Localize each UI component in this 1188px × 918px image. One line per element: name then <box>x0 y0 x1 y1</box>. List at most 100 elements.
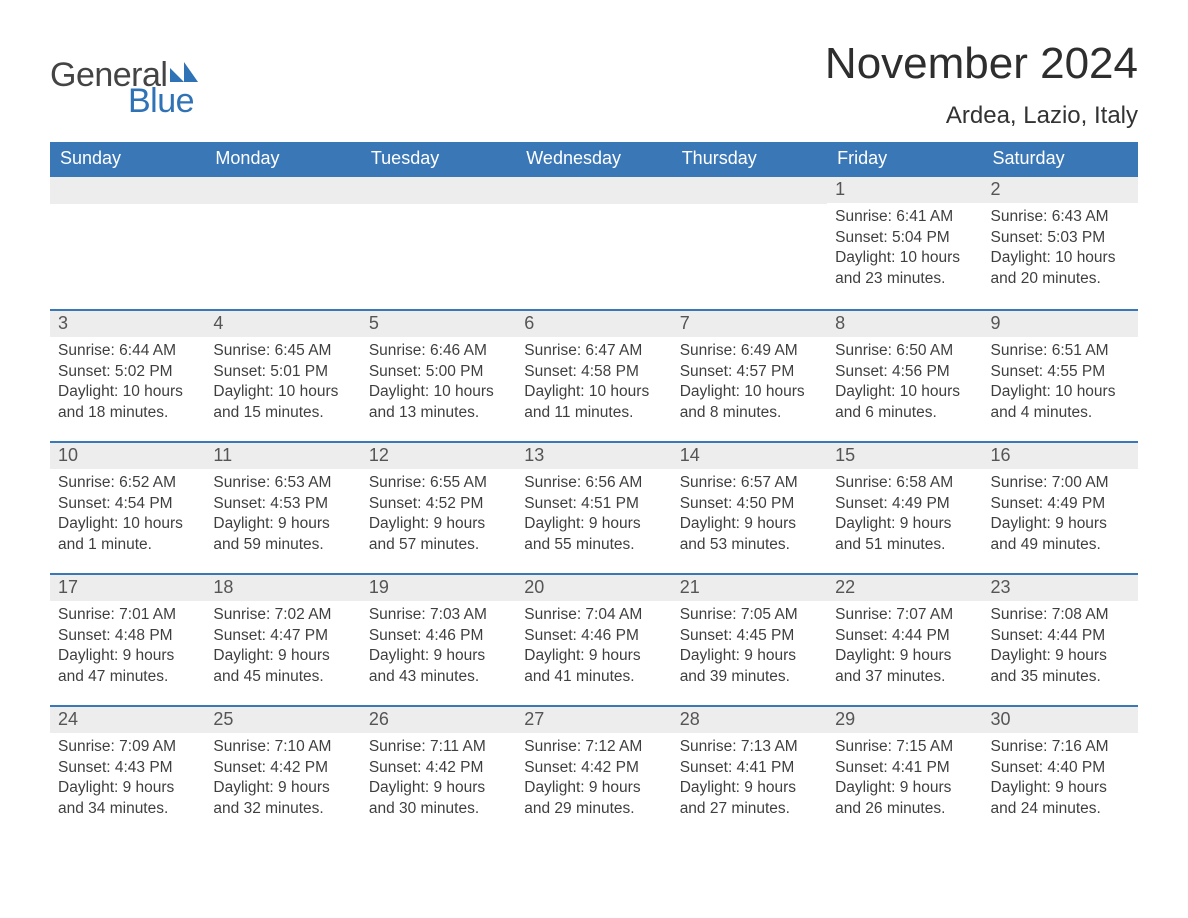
calendar-week-row: 1Sunrise: 6:41 AMSunset: 5:04 PMDaylight… <box>50 177 1138 309</box>
sunrise-line: Sunrise: 7:12 AM <box>524 737 663 757</box>
sunset-line: Sunset: 4:42 PM <box>369 758 508 778</box>
sunrise-line: Sunrise: 6:57 AM <box>680 473 819 493</box>
day-header: Sunday <box>50 142 205 177</box>
daylight-line-2: and 15 minutes. <box>213 403 352 423</box>
empty-day-bar <box>361 177 516 204</box>
day-header: Saturday <box>983 142 1138 177</box>
sunset-line: Sunset: 4:41 PM <box>680 758 819 778</box>
day-details: Sunrise: 6:57 AMSunset: 4:50 PMDaylight:… <box>672 469 827 555</box>
day-details: Sunrise: 7:08 AMSunset: 4:44 PMDaylight:… <box>983 601 1138 687</box>
day-number: 22 <box>827 573 982 601</box>
sunrise-line: Sunrise: 6:47 AM <box>524 341 663 361</box>
daylight-line-2: and 1 minute. <box>58 535 197 555</box>
day-number: 16 <box>983 441 1138 469</box>
calendar-week-row: 24 Sunrise: 7:09 AMSunset: 4:43 PM Dayligh… <box>50 705 1138 837</box>
day-details: Sunrise: 7:00 AMSunset: 4:49 PMDaylight:… <box>983 469 1138 555</box>
daylight-line-1: Daylight: 9 hours <box>835 646 974 666</box>
daylight-line-1: Daylight: 9 hours <box>524 778 663 798</box>
day-header: Monday <box>205 142 360 177</box>
sunrise-line: Sunrise: 7:09 AM <box>58 737 197 757</box>
day-details: Sunrise: 7:02 AMSunset: 4:47 PMDaylight:… <box>205 601 360 687</box>
daylight-line-1: Daylight: 9 hours <box>991 778 1130 798</box>
day-details: Sunrise: 7:12 AMSunset: 4:42 PMDaylight:… <box>516 733 671 819</box>
day-details: Sunrise: 6:52 AMSunset: 4:54 PMDaylight:… <box>50 469 205 555</box>
daylight-line-1: Daylight: 9 hours <box>991 514 1130 534</box>
daylight-line-1: Daylight: 10 hours <box>213 382 352 402</box>
daylight-line-2: and 53 minutes. <box>680 535 819 555</box>
daylight-line-1: Daylight: 9 hours <box>213 646 352 666</box>
sunrise-line: Sunrise: 6:49 AM <box>680 341 819 361</box>
sunrise-line: Sunrise: 7:15 AM <box>835 737 974 757</box>
daylight-line-2: and 8 minutes. <box>680 403 819 423</box>
daylight-line-1: Daylight: 10 hours <box>991 382 1130 402</box>
sunset-line: Sunset: 4:43 PM <box>58 758 197 778</box>
day-number: 24 <box>50 705 205 733</box>
sunrise-line: Sunrise: 6:44 AM <box>58 341 197 361</box>
day-details: Sunrise: 6:56 AMSunset: 4:51 PMDaylight:… <box>516 469 671 555</box>
day-details: Sunrise: 7:10 AMSunset: 4:42 PMDaylight:… <box>205 733 360 819</box>
sunrise-line: Sunrise: 6:58 AM <box>835 473 974 493</box>
calendar-cell: 16Sunrise: 7:00 AMSunset: 4:49 PMDayligh… <box>983 441 1138 573</box>
day-number: 13 <box>516 441 671 469</box>
calendar-cell: 19Sunrise: 7:03 AMSunset: 4:46 PMDayligh… <box>361 573 516 705</box>
daylight-line-1: Daylight: 9 hours <box>369 514 508 534</box>
calendar-cell <box>205 177 360 309</box>
calendar-cell: 25Sunrise: 7:10 AMSunset: 4:42 PMDayligh… <box>205 705 360 837</box>
daylight-line-2: and 57 minutes. <box>369 535 508 555</box>
sunrise-line: Sunrise: 6:55 AM <box>369 473 508 493</box>
daylight-line-1: Daylight: 9 hours <box>680 778 819 798</box>
sunset-line: Sunset: 4:50 PM <box>680 494 819 514</box>
calendar-cell: 2Sunrise: 6:43 AMSunset: 5:03 PMDaylight… <box>983 177 1138 309</box>
sunrise-line: Sunrise: 6:41 AM <box>835 207 974 227</box>
sunrise-line: Sunrise: 6:50 AM <box>835 341 974 361</box>
day-header: Friday <box>827 142 982 177</box>
sunrise-line: Sunrise: 6:51 AM <box>991 341 1130 361</box>
daylight-line-1: Daylight: 9 hours <box>680 514 819 534</box>
title-block: November 2024 Ardea, Lazio, Italy <box>825 40 1138 130</box>
sunset-line: Sunset: 4:49 PM <box>835 494 974 514</box>
calendar-cell <box>50 177 205 309</box>
sunset-line: Sunset: 4:46 PM <box>524 626 663 646</box>
day-details: Sunrise: 6:46 AMSunset: 5:00 PMDaylight:… <box>361 337 516 423</box>
calendar-cell: 23Sunrise: 7:08 AMSunset: 4:44 PMDayligh… <box>983 573 1138 705</box>
daylight-line-1: Daylight: 10 hours <box>524 382 663 402</box>
empty-day-bar <box>672 177 827 204</box>
daylight-line-2: and 47 minutes. <box>58 667 197 687</box>
calendar-cell: 9Sunrise: 6:51 AMSunset: 4:55 PMDaylight… <box>983 309 1138 441</box>
daylight-line-2: and 13 minutes. <box>369 403 508 423</box>
sunset-line: Sunset: 4:58 PM <box>524 362 663 382</box>
daylight-line-2: and 30 minutes. <box>369 799 508 819</box>
sunrise-line: Sunrise: 7:04 AM <box>524 605 663 625</box>
day-details: Sunrise: 6:44 AMSunset: 5:02 PMDaylight:… <box>50 337 205 423</box>
calendar-cell: 17Sunrise: 7:01 AMSunset: 4:48 PMDayligh… <box>50 573 205 705</box>
sunset-line: Sunset: 4:53 PM <box>213 494 352 514</box>
sunrise-line: Sunrise: 7:13 AM <box>680 737 819 757</box>
day-number: 20 <box>516 573 671 601</box>
day-details: Sunrise: 6:43 AMSunset: 5:03 PMDaylight:… <box>983 203 1138 289</box>
calendar-cell: 22Sunrise: 7:07 AMSunset: 4:44 PMDayligh… <box>827 573 982 705</box>
sunrise-line: Sunrise: 7:02 AM <box>213 605 352 625</box>
daylight-line-2: and 29 minutes. <box>524 799 663 819</box>
sunset-line: Sunset: 4:40 PM <box>991 758 1130 778</box>
calendar-cell: 13Sunrise: 6:56 AMSunset: 4:51 PMDayligh… <box>516 441 671 573</box>
sunrise-line: Sunrise: 7:10 AM <box>213 737 352 757</box>
day-number: 12 <box>361 441 516 469</box>
day-number: 10 <box>50 441 205 469</box>
daylight-line-2: and 23 minutes. <box>835 269 974 289</box>
daylight-line-1: Daylight: 9 hours <box>369 778 508 798</box>
calendar-cell: 3Sunrise: 6:44 AMSunset: 5:02 PMDaylight… <box>50 309 205 441</box>
calendar-cell: 20Sunrise: 7:04 AMSunset: 4:46 PMDayligh… <box>516 573 671 705</box>
calendar-cell: 29Sunrise: 7:15 AMSunset: 4:41 PMDayligh… <box>827 705 982 837</box>
day-details: Sunrise: 7:07 AMSunset: 4:44 PMDaylight:… <box>827 601 982 687</box>
sunset-line: Sunset: 4:44 PM <box>835 626 974 646</box>
day-number: 29 <box>827 705 982 733</box>
sunset-line: Sunset: 4:46 PM <box>369 626 508 646</box>
sunset-line: Sunset: 5:01 PM <box>213 362 352 382</box>
day-number: 21 <box>672 573 827 601</box>
daylight-line-1: Daylight: 9 hours <box>680 646 819 666</box>
day-details: Sunrise: 7:15 AMSunset: 4:41 PMDaylight:… <box>827 733 982 819</box>
day-number: 27 <box>516 705 671 733</box>
day-details: Sunrise: 6:47 AMSunset: 4:58 PMDaylight:… <box>516 337 671 423</box>
daylight-line-2: and 18 minutes. <box>58 403 197 423</box>
daylight-line-2: and 11 minutes. <box>524 403 663 423</box>
